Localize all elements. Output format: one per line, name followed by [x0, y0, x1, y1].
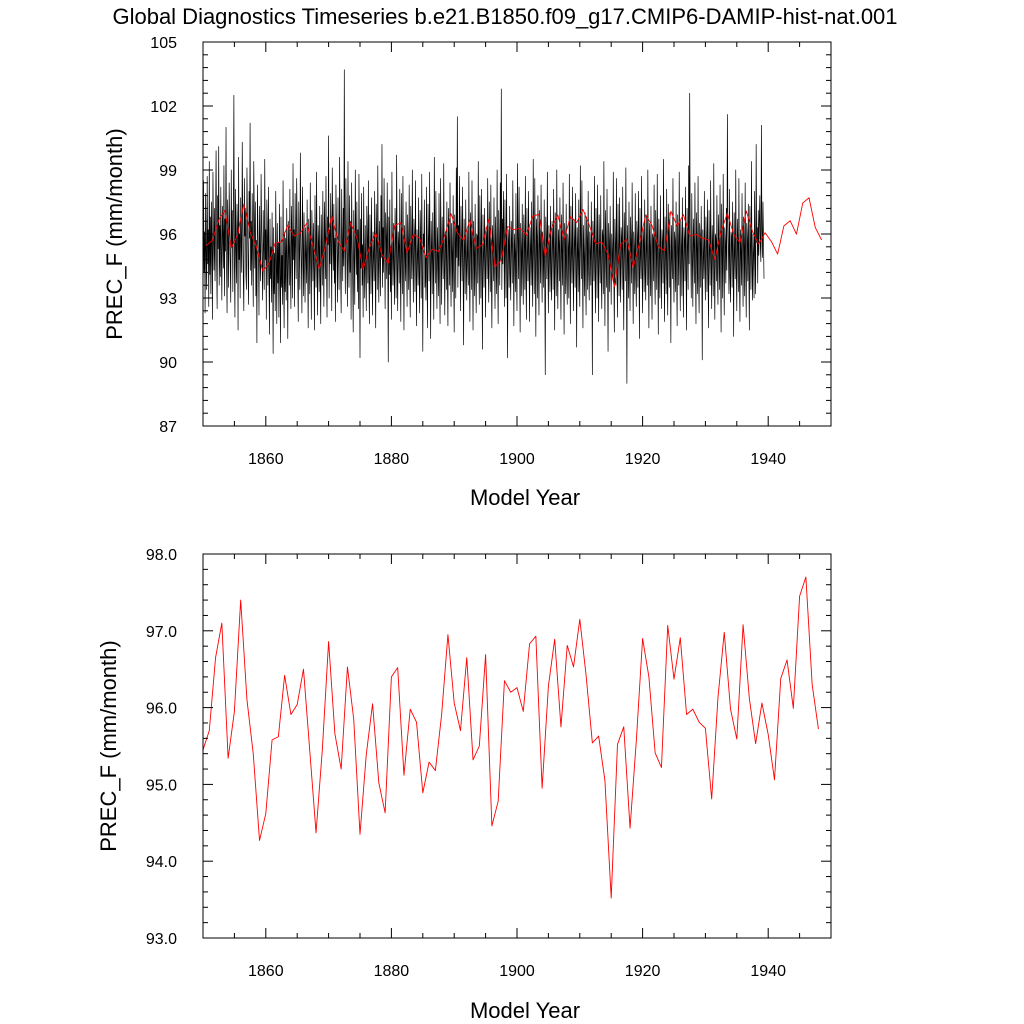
top-panel: 1860 1880 1900 1920 1940 87 90 93 96 99 102 105 Mode…: [102, 35, 832, 510]
bottom-x-axis-label: Model Year: [470, 998, 580, 1023]
bottom-y-tick-label: 96.0: [146, 701, 177, 718]
bottom-y-tick-label: 94.0: [146, 854, 177, 871]
bottom-y-tick-label: 97.0: [146, 624, 177, 641]
bottom-y-axis-label: PREC_F (mm/month): [96, 640, 121, 851]
top-y-axis-label: PREC_F (mm/month): [102, 128, 127, 339]
top-y-tick-label: 102: [150, 99, 177, 116]
bottom-panel: 1860 1880 1900 1920 1940 93.0 94.0 95.0 96.0 97.0…: [96, 547, 832, 1023]
top-x-axis-label: Model Year: [470, 485, 580, 510]
top-x-tick-label: 1860: [248, 451, 284, 468]
bottom-x-tick-label: 1940: [750, 963, 786, 980]
bottom-series-annual-line: [203, 576, 819, 899]
bottom-y-tick-label: 95.0: [146, 777, 177, 794]
top-x-tick-label: 1940: [750, 451, 786, 468]
bottom-x-tick-label: 1920: [625, 963, 661, 980]
top-series-monthly-line: [203, 69, 765, 384]
top-x-tick-label: 1880: [374, 451, 410, 468]
bottom-plot-frame: [202, 553, 832, 939]
bottom-y-tick-label: 93.0: [146, 931, 177, 948]
top-y-tick-label: 93: [159, 291, 177, 308]
top-x-tick-label: 1920: [625, 451, 661, 468]
top-y-tick-label: 99: [159, 163, 177, 180]
bottom-x-tick-label: 1900: [499, 963, 535, 980]
top-x-tick-label: 1900: [499, 451, 535, 468]
top-y-tick-label: 90: [159, 355, 177, 372]
bottom-x-tick-label: 1880: [374, 963, 410, 980]
bottom-x-tick-label: 1860: [248, 963, 284, 980]
bottom-y-tick-label: 98.0: [146, 547, 177, 564]
top-y-tick-label: 105: [150, 35, 177, 52]
top-y-tick-label: 96: [159, 227, 177, 244]
page-title: Global Diagnostics Timeseries b.e21.B185…: [112, 4, 897, 29]
top-y-tick-label: 87: [159, 419, 177, 436]
top-series-annual-line: [205, 197, 822, 288]
